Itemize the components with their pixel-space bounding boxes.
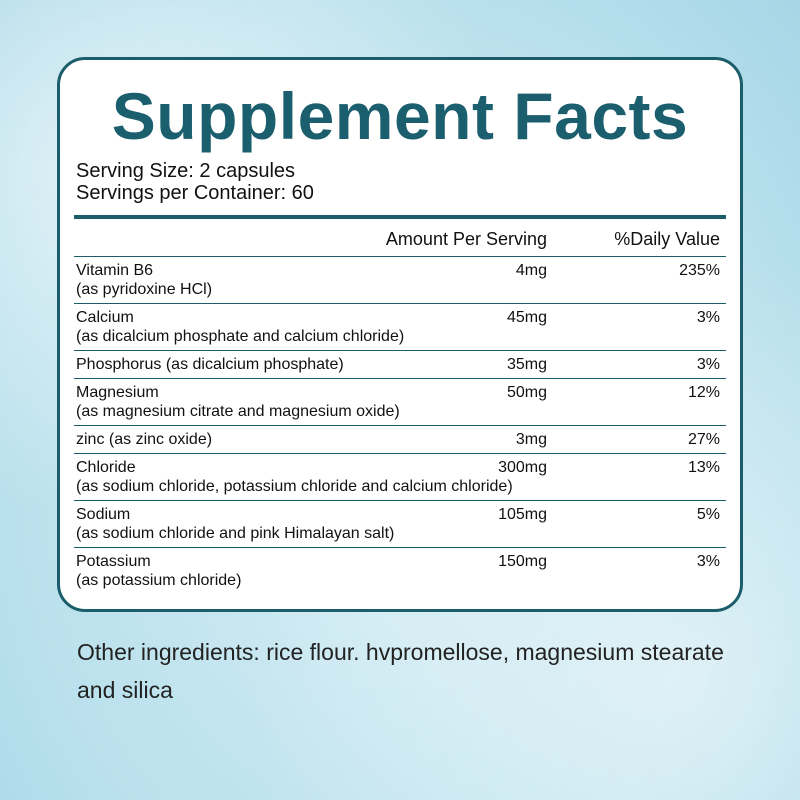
nutrient-name: zinc (as zinc oxide)	[76, 431, 213, 448]
servings-per-container: Servings per Container: 60	[76, 182, 314, 204]
daily-value: 3%	[696, 309, 720, 326]
amount: 50mg	[506, 384, 547, 401]
column-header: Amount Per Serving	[385, 229, 547, 249]
nutrient-source: (as dicalcium phosphate and calcium chlo…	[76, 328, 405, 345]
title: Supplement Facts	[111, 79, 689, 153]
nutrient-name: Sodium	[76, 506, 131, 523]
nutrient-source: (as pyridoxine HCl)	[76, 281, 213, 298]
daily-value: 235%	[679, 262, 720, 279]
column-header: %Daily Value	[614, 229, 720, 249]
table-row: Sodium (as sodium chloride and pink Himal…	[74, 500, 726, 548]
daily-value: 13%	[687, 459, 720, 476]
nutrient-name: Calcium	[76, 309, 134, 326]
amount: 4mg	[515, 262, 547, 279]
table-row: Potassium (as potassium chloride) 150mg 3%	[74, 547, 726, 595]
nutrient-name: Vitamin B6	[76, 262, 154, 279]
nutrient-source: (as potassium chloride)	[76, 572, 242, 589]
amount: 150mg	[498, 553, 547, 570]
nutrient-name: Magnesium	[76, 384, 159, 401]
daily-value: 3%	[696, 356, 720, 373]
table-row: Calcium (as dicalcium phosphate and calci…	[74, 303, 726, 351]
daily-value: 5%	[696, 506, 720, 523]
amount: 300mg	[498, 459, 547, 476]
divider	[74, 215, 726, 219]
nutrient-name: Phosphorus (as dicalcium phosphate)	[76, 356, 344, 373]
table-row: Magnesium (as magnesium citrate and magne…	[74, 378, 726, 426]
facts-panel: Supplement Facts Serving Size: 2 capsule…	[57, 57, 743, 612]
nutrient-source: (as magnesium citrate and magnesium oxid…	[76, 403, 400, 420]
daily-value: 12%	[687, 384, 720, 401]
amount: 35mg	[506, 356, 547, 373]
table-row: Phosphorus (as dicalcium phosphate) 35mg 3…	[74, 350, 726, 379]
amount: 105mg	[498, 506, 547, 523]
table-row: Vitamin B6 (as pyridoxine HCl) 4mg 235%	[74, 256, 726, 304]
nutrient-source: (as sodium chloride and pink Himalayan s…	[76, 525, 395, 542]
amount: 3mg	[515, 431, 547, 448]
table-row: zinc (as zinc oxide) 3mg 27%	[74, 425, 726, 454]
amount: 45mg	[506, 309, 547, 326]
nutrient-source: (as sodium chloride, potassium chloride …	[76, 478, 513, 495]
daily-value: 27%	[687, 431, 720, 448]
nutrient-name: Chloride	[76, 459, 136, 476]
nutrient-name: Potassium	[76, 553, 151, 570]
serving-size: Serving Size: 2 capsules	[76, 160, 296, 182]
other-ingredients: Other ingredients: rice flour. hvpromell…	[77, 639, 724, 703]
daily-value: 3%	[696, 553, 720, 570]
table-row: Chloride (as sodium chloride, potassium c…	[74, 453, 726, 501]
